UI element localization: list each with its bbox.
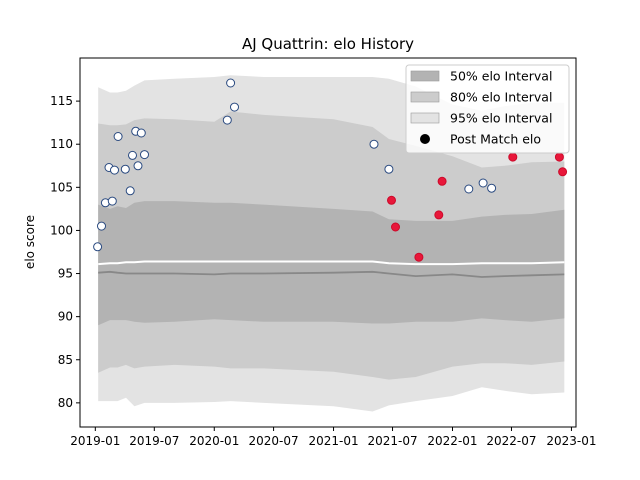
- data-point: [140, 150, 149, 160]
- data-point: [107, 196, 117, 206]
- data-point: [136, 128, 146, 138]
- x-axis: 2019-01 2019-07 2020-01 2020-07 2021-01 2021-…: [70, 427, 597, 448]
- data-point: [128, 150, 137, 160]
- y-tick-label: 105: [50, 180, 73, 194]
- interval-lines: [98, 260, 565, 278]
- data-point-red: [554, 152, 564, 162]
- data-point: [97, 221, 106, 231]
- y-tick-label: 115: [50, 94, 73, 108]
- x-tick-label: 2021-07: [367, 434, 417, 448]
- plot-frame: [79, 57, 577, 428]
- chart-title: AJ Quattrin: elo History: [242, 35, 414, 53]
- y-tick-label: 95: [58, 267, 73, 281]
- data-point: [133, 161, 143, 171]
- data-point: [125, 186, 135, 196]
- x-tick-label: 2019-01: [70, 434, 120, 448]
- y-tick-label: 85: [58, 353, 73, 367]
- legend-label: Post Match elo: [450, 132, 541, 147]
- median-line: [98, 270, 565, 278]
- y-tick-label: 100: [50, 223, 73, 237]
- legend-swatch-band95: [410, 112, 440, 124]
- data-point-red: [387, 195, 396, 205]
- data-point: [230, 102, 239, 112]
- data-point: [487, 183, 497, 193]
- x-tick-label: 2020-01: [189, 434, 239, 448]
- upper-line: [98, 260, 565, 266]
- data-point: [222, 115, 232, 125]
- data-point: [464, 184, 474, 194]
- data-points: [93, 78, 568, 262]
- band-50: [98, 201, 565, 326]
- x-tick-label: 2021-01: [308, 434, 358, 448]
- x-tick-label: 2023-01: [546, 434, 596, 448]
- legend-box: [405, 64, 570, 154]
- legend-swatch-band80: [410, 91, 440, 103]
- x-tick-label: 2022-01: [427, 434, 477, 448]
- y-axis: 80 85 90 95 100 105 110 115: [50, 94, 80, 410]
- data-point: [226, 78, 236, 88]
- data-point: [478, 178, 488, 188]
- x-tick-label: 2020-07: [249, 434, 299, 448]
- data-point: [120, 164, 130, 174]
- data-point: [110, 165, 119, 175]
- legend-swatch-band50: [410, 70, 440, 82]
- data-point-red: [508, 152, 518, 162]
- y-tick-label: 110: [50, 137, 73, 151]
- data-point-red: [434, 210, 444, 220]
- data-point-red: [437, 176, 447, 186]
- data-point: [369, 139, 379, 149]
- x-tick-label: 2019-07: [129, 434, 179, 448]
- legend-marker-dot: [420, 134, 430, 144]
- legend-label: 80% elo Interval: [450, 90, 552, 105]
- data-point: [384, 164, 394, 174]
- legend: 50% elo Interval 80% elo Interval 95% elo …: [405, 64, 570, 154]
- legend-label: 50% elo Interval: [450, 69, 552, 84]
- interval-bands: [98, 75, 565, 412]
- legend-label: 95% elo Interval: [450, 111, 552, 126]
- x-tick-label: 2022-07: [486, 434, 536, 448]
- data-point-red: [391, 222, 400, 232]
- data-point: [93, 242, 103, 252]
- y-tick-label: 90: [58, 310, 73, 324]
- data-point-red: [414, 252, 424, 262]
- data-point-red: [558, 167, 568, 177]
- y-axis-label: elo score: [23, 215, 37, 269]
- y-tick-label: 80: [58, 396, 73, 410]
- data-point: [113, 132, 123, 141]
